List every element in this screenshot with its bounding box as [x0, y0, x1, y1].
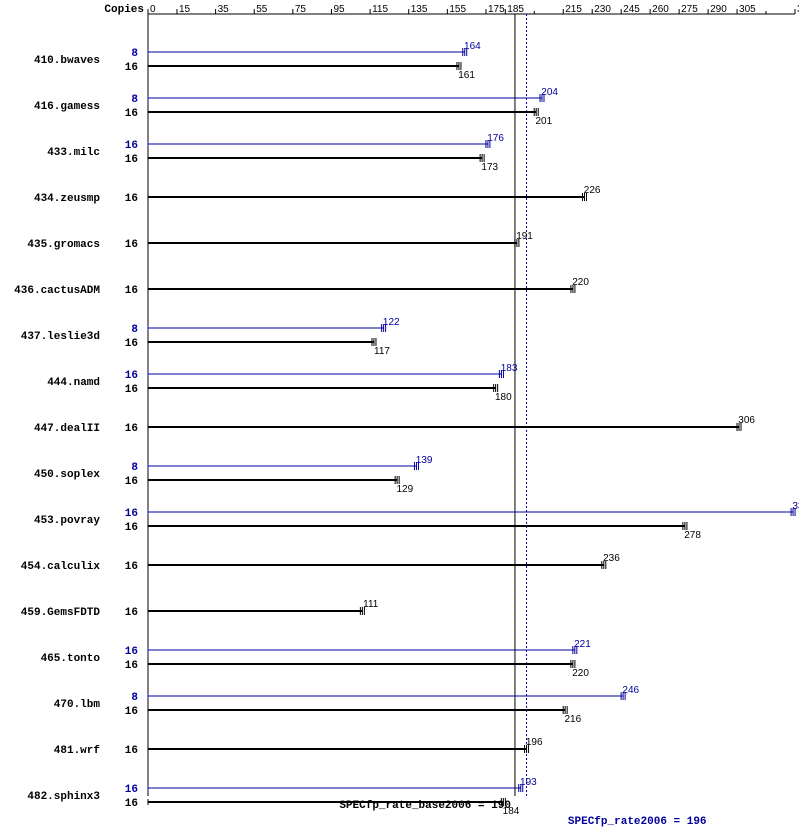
x-tick-label: 35 [218, 4, 230, 15]
copies-base: 16 [125, 561, 138, 573]
value-base: 117 [374, 346, 390, 357]
value-peak: 164 [464, 41, 481, 52]
value-base: 196 [526, 737, 543, 748]
copies-peak: 8 [131, 462, 138, 474]
value-peak: 246 [622, 685, 639, 696]
copies-peak: 16 [125, 370, 138, 382]
copies-base: 16 [125, 62, 138, 74]
benchmark-name: 433.milc [47, 147, 100, 159]
value-peak: 204 [541, 87, 558, 98]
value-peak: 122 [383, 317, 400, 328]
benchmark-name: 435.gromacs [27, 239, 100, 251]
footer-peak-label: SPECfp_rate2006 = 196 [568, 816, 707, 828]
copies-base: 16 [125, 745, 138, 757]
copies-base: 16 [125, 239, 138, 251]
x-tick-label: 95 [333, 4, 345, 15]
copies-base: 16 [125, 384, 138, 396]
benchmark-name: 454.calculix [21, 561, 101, 573]
value-base: 111 [363, 599, 379, 610]
x-tick-label: 155 [449, 4, 466, 15]
x-tick-label: 55 [256, 4, 268, 15]
value-base: 173 [481, 162, 498, 173]
value-base: 236 [603, 553, 620, 564]
copies-base: 16 [125, 338, 138, 350]
copies-base: 16 [125, 798, 138, 810]
copies-peak: 8 [131, 48, 138, 60]
benchmark-name: 465.tonto [41, 653, 101, 665]
x-tick-label: 115 [372, 4, 388, 15]
copies-peak: 16 [125, 508, 138, 520]
x-tick-label: 260 [652, 4, 669, 15]
copies-base: 16 [125, 154, 138, 166]
x-tick-label: 230 [594, 4, 611, 15]
x-tick-label: 215 [565, 4, 582, 15]
x-tick-label: 0 [150, 4, 156, 15]
value-base: 220 [572, 668, 589, 679]
benchmark-name: 436.cactusADM [14, 285, 100, 297]
copies-base: 16 [125, 108, 138, 120]
value-peak: 193 [520, 777, 537, 788]
value-base: 191 [516, 231, 533, 242]
copies-base: 16 [125, 522, 138, 534]
copies-peak: 8 [131, 94, 138, 106]
value-peak: 183 [501, 363, 518, 374]
x-tick-label: 305 [739, 4, 756, 15]
value-peak: 221 [574, 639, 591, 650]
copies-base: 16 [125, 193, 138, 205]
benchmark-name: 444.namd [47, 377, 100, 389]
copies-peak: 16 [125, 140, 138, 152]
x-tick-label: 275 [681, 4, 698, 15]
value-peak: 139 [416, 455, 433, 466]
x-tick-label: 135 [411, 4, 428, 15]
value-base: 278 [684, 530, 701, 541]
copies-base: 16 [125, 476, 138, 488]
copies-base: 16 [125, 706, 138, 718]
value-base: 129 [396, 484, 413, 495]
benchmark-name: 482.sphinx3 [27, 791, 100, 803]
benchmark-name: 453.povray [34, 515, 100, 527]
value-base: 306 [738, 415, 755, 426]
x-tick-label: 75 [295, 4, 307, 15]
copies-peak: 16 [125, 784, 138, 796]
benchmark-name: 416.gamess [34, 101, 100, 113]
x-tick-label: 245 [623, 4, 640, 15]
copies-base: 16 [125, 285, 138, 297]
copies-base: 16 [125, 423, 138, 435]
x-tick-label: 185 [507, 4, 524, 15]
benchmark-name: 437.leslie3d [21, 331, 100, 343]
copies-peak: 16 [125, 646, 138, 658]
x-tick-label: 290 [710, 4, 727, 15]
value-base: 220 [572, 277, 589, 288]
copies-base: 16 [125, 660, 138, 672]
value-peak: 176 [487, 133, 504, 144]
value-base: 226 [584, 185, 601, 196]
benchmark-name: 459.GemsFDTD [21, 607, 101, 619]
chart-bg [0, 0, 799, 831]
copies-peak: 8 [131, 324, 138, 336]
value-base: 201 [536, 116, 553, 127]
benchmark-name: 447.dealII [34, 423, 100, 435]
benchmark-name: 481.wrf [54, 745, 101, 757]
value-base: 216 [564, 714, 581, 725]
benchmark-name: 410.bwaves [34, 55, 100, 67]
copies-peak: 8 [131, 692, 138, 704]
copies-base: 16 [125, 607, 138, 619]
value-peak: 334 [792, 501, 799, 512]
footer-base-label: SPECfp_rate_base2006 = 190 [339, 800, 511, 812]
value-base: 180 [495, 392, 512, 403]
benchmark-name: 434.zeusmp [34, 193, 100, 205]
value-base: 161 [458, 70, 475, 81]
copies-header: Copies [104, 4, 144, 16]
spec-chart: 0 15 35 55 75 95 115 135 155 175185 215 230 245 260 27… [0, 0, 799, 831]
benchmark-name: 450.soplex [34, 469, 100, 481]
benchmark-name: 470.lbm [54, 699, 101, 711]
x-tick-label: 15 [179, 4, 191, 15]
x-tick-label: 175 [488, 4, 505, 15]
